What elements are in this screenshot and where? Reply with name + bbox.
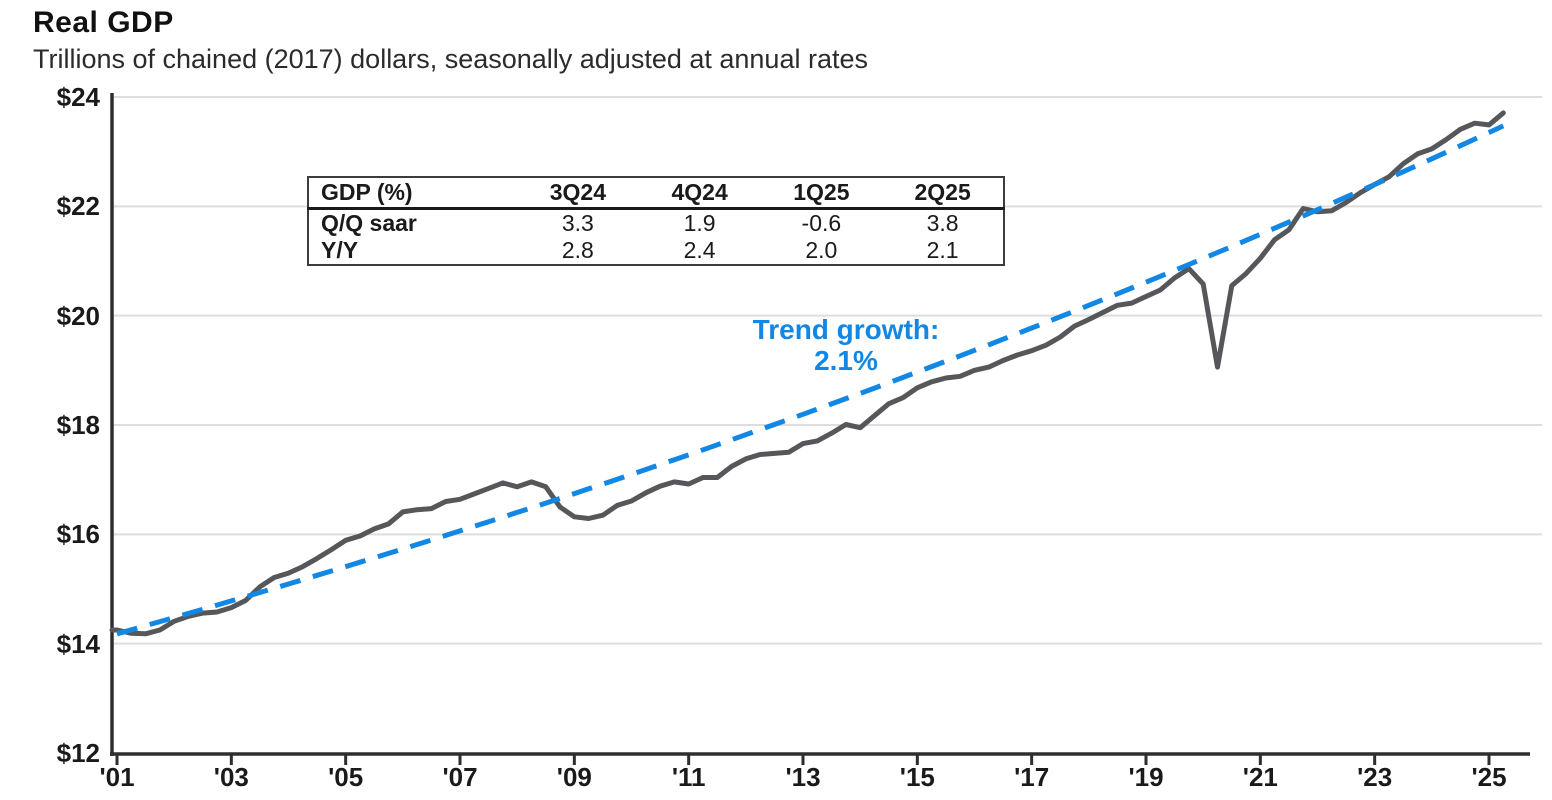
inset-table: GDP (%) 3Q24 4Q24 1Q25 2Q25 Q/Q saar 3.3…	[307, 176, 1005, 266]
x-tick-label: '23	[1357, 762, 1393, 792]
x-tick-label: '03	[213, 762, 249, 792]
x-tick-label: '13	[785, 762, 821, 792]
trend-annotation: Trend growth: 2.1%	[718, 314, 974, 376]
y-tick-label: $14	[56, 628, 100, 659]
x-tick-label: '25	[1471, 762, 1507, 792]
inset-table-header-4q24: 4Q24	[671, 179, 728, 205]
x-tick-label: '19	[1128, 762, 1164, 792]
inset-table-header-2q25: 2Q25	[914, 179, 971, 205]
yy-3q24: 2.8	[561, 237, 594, 263]
yy-2q25: 2.1	[926, 237, 959, 263]
qq-saar-4q24: 1.9	[683, 210, 716, 236]
y-tick-label: $22	[56, 191, 100, 222]
x-tick-label: '09	[556, 762, 592, 792]
table-row-qq-saar: Q/Q saar 3.3 1.9 -0.6 3.8	[308, 209, 1004, 238]
inset-table-header-1q25: 1Q25	[793, 179, 850, 205]
yy-4q24: 2.4	[683, 237, 716, 263]
page-title: Real GDP	[33, 6, 174, 39]
x-tick-label: '11	[671, 762, 706, 792]
inset-table-header-3q24: 3Q24	[549, 179, 606, 205]
x-tick-label: '01	[99, 762, 135, 792]
trend-annotation-title: Trend growth:	[752, 314, 940, 345]
y-tick-label: $20	[56, 300, 100, 331]
y-tick-label: $16	[56, 519, 100, 550]
trend-annotation-rate: 2.1%	[814, 345, 878, 376]
y-tick-label: $12	[56, 738, 100, 768]
y-tick-label: $24	[56, 82, 100, 112]
x-tick-label: '07	[442, 762, 478, 792]
inset-table-body: Q/Q saar 3.3 1.9 -0.6 3.8 Y/Y 2.8 2.4 2.…	[308, 209, 1004, 266]
table-row-yy: Y/Y 2.8 2.4 2.0 2.1	[308, 237, 1004, 265]
row-label-yy: Y/Y	[321, 237, 359, 263]
inset-table-header-metric: GDP (%)	[321, 179, 413, 205]
x-tick-label: '05	[328, 762, 364, 792]
x-tick-label: '15	[899, 762, 935, 792]
qq-saar-3q24: 3.3	[561, 210, 594, 236]
qq-saar-2q25: 3.8	[926, 210, 959, 236]
x-tick-label: '17	[1014, 762, 1050, 792]
page-subtitle: Trillions of chained (2017) dollars, sea…	[33, 44, 868, 74]
table-header-row: GDP (%) 3Q24 4Q24 1Q25 2Q25	[308, 177, 1004, 209]
gdp-line	[109, 110, 1506, 637]
inset-table-header: GDP (%) 3Q24 4Q24 1Q25 2Q25	[308, 177, 1004, 209]
row-label-qq-saar: Q/Q saar	[321, 210, 417, 236]
y-tick-label: $18	[56, 410, 100, 440]
trend-line	[116, 123, 1505, 637]
x-tick-label: '21	[1242, 762, 1278, 792]
qq-saar-1q25: -0.6	[801, 210, 842, 236]
yy-1q25: 2.0	[805, 237, 838, 263]
